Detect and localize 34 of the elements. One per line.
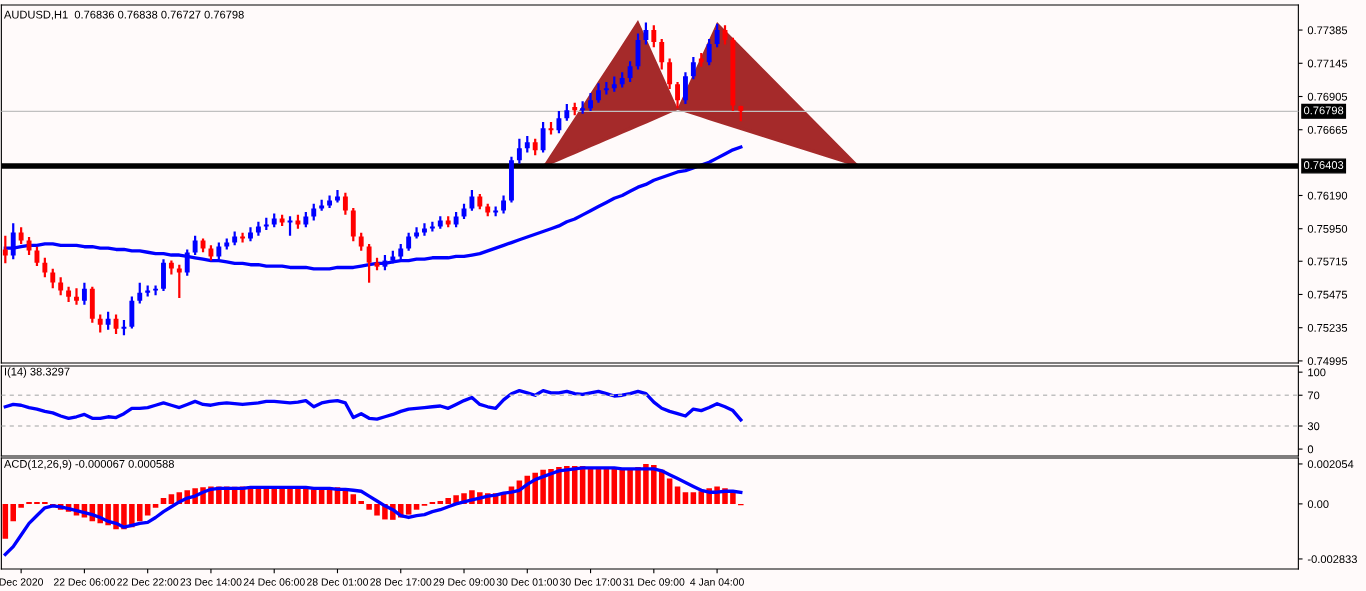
chart-title: I(14) 38.3297 — [4, 367, 70, 378]
x-tick-label: 30 Dec 17:00 — [559, 578, 622, 586]
x-tick-label: 23 Dec 14:00 — [180, 578, 242, 586]
chart-title: AUDUSD,H1 0.76836 0.76838 0.76727 0.76798 — [3, 10, 244, 20]
y-tick-label: 0.75475 — [1307, 290, 1348, 299]
ref-line-label: 0.76798 — [1303, 106, 1344, 115]
x-tick-label: 22 Dec 22:00 — [117, 578, 179, 586]
x-tick-label: 29 Dec 09:00 — [433, 578, 495, 586]
x-tick-label: 28 Dec 17:00 — [370, 578, 432, 586]
chart-title: ACD(12,26,9) -0.000067 0.000588 — [3, 459, 174, 471]
y-tick-label: 0 — [1307, 445, 1314, 454]
y-tick-label: 0.77385 — [1307, 26, 1348, 35]
x-tick-label: 31 Dec 09:00 — [623, 578, 685, 586]
ref-line-label: 0.76403 — [1303, 161, 1344, 169]
y-tick-label: 0.76665 — [1307, 126, 1348, 134]
x-tick-label: 4 Jan 04:00 — [690, 578, 744, 586]
y-tick-label: 0.75950 — [1307, 224, 1348, 233]
y-tick-label: 0.74995 — [1307, 357, 1348, 366]
x-tick-label: 24 Dec 06:00 — [243, 578, 305, 586]
x-tick-label: Dec 2020 — [0, 578, 44, 586]
x-tick-label: 28 Dec 01:00 — [307, 578, 369, 586]
x-tick-label: 30 Dec 01:00 — [496, 578, 558, 586]
y-tick-label: 70 — [1307, 391, 1320, 400]
x-tick-label: 22 Dec 06:00 — [53, 578, 115, 586]
y-tick-label: -0.002833 — [1307, 555, 1357, 564]
y-tick-label: 0.75715 — [1307, 257, 1348, 266]
y-tick-label: 30 — [1307, 422, 1320, 431]
y-tick-label: 0.76905 — [1307, 92, 1348, 101]
y-tick-label: 100 — [1308, 368, 1326, 377]
y-tick-label: 0.002054 — [1307, 460, 1354, 469]
y-tick-label: 0.75235 — [1307, 323, 1348, 332]
y-tick-label: 0.76190 — [1307, 191, 1348, 200]
y-tick-label: 0.77145 — [1307, 59, 1348, 68]
y-tick-label: 0.00 — [1307, 500, 1329, 509]
